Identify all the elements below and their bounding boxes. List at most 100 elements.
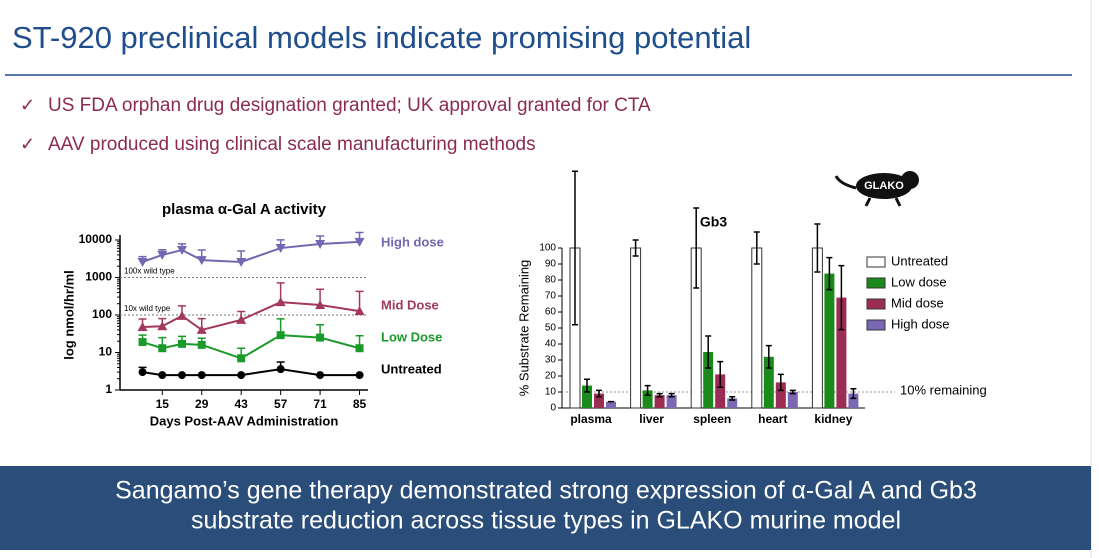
marker [137,257,148,267]
bar [606,401,616,408]
y-tick-label: 90 [545,259,557,270]
bar [594,393,604,408]
error-bar [777,373,784,392]
bar [848,393,859,408]
bar [654,395,665,408]
bar [703,352,714,408]
error-bar [850,388,857,400]
x-tick-label: 43 [235,397,249,411]
marker [236,257,247,267]
bar [642,390,653,408]
error-bar [705,335,712,369]
x-tick-label: 15 [156,397,170,411]
y-tick-label: 20 [545,371,557,382]
error-bar [656,392,663,398]
marker [275,244,286,254]
bar [836,297,847,408]
y-tick-label: 30 [545,355,557,366]
legend-label: Mid dose [891,295,944,310]
y-tick-label: 1000 [85,270,112,284]
reference-label: 10x wild type [124,304,171,313]
legend-label: Untreated [891,253,948,268]
y-tick-label: 0 [550,403,556,414]
y-tick-label: 70 [545,291,557,302]
error-bar [753,231,760,265]
series-line [142,301,360,332]
x-tick-label: 29 [195,397,209,411]
marker [197,371,206,380]
y-tick-label: 80 [545,275,557,286]
x-tick-label: heart [758,412,787,426]
x-tick-label: 85 [353,397,367,411]
y-axis-label: % Substrate Remaining [516,260,531,397]
y-tick-label: 40 [545,339,557,350]
y-tick-label: 60 [545,307,557,318]
marker [138,368,147,377]
marker [137,321,148,331]
error-bar [814,223,821,273]
marker [158,371,167,380]
bullet: US FDA orphan drug designation granted; … [48,95,651,116]
bar [751,247,763,409]
marker [197,340,206,349]
legend-swatch [866,298,886,310]
legend-label: High dose [891,316,950,331]
marker [138,338,147,347]
error-bar [584,378,590,393]
legend-swatch [866,256,886,268]
error-bar [826,256,833,291]
marker [177,310,187,320]
marker [158,344,167,353]
marker [157,250,168,260]
error-bar [693,207,700,289]
marker [237,371,246,380]
bar [727,398,738,408]
marker [276,331,285,340]
series-label: Low Dose [381,329,442,344]
marker [178,339,186,348]
series-line [142,368,360,377]
marker [236,314,247,324]
x-tick-label: plasma [570,412,612,426]
error-bar [717,360,724,388]
error-bar [789,389,796,395]
x-tick-label: 71 [313,397,327,411]
bar [824,273,835,408]
marker [316,333,325,342]
chart-title: plasma α-Gal A activity [162,201,327,218]
slide-title: ST-920 preclinical models indicate promi… [12,20,751,55]
error-bar [572,170,578,326]
marker [355,371,364,380]
series-label: High dose [381,234,444,249]
check: ✓ [20,134,35,154]
marker [315,240,326,250]
bar [763,356,774,408]
bar [787,392,798,408]
legend-swatch [866,319,886,331]
chart-title: Gb3 [700,214,727,230]
banner-text: substrate reduction across tissue types … [191,507,901,535]
series-line [142,240,360,263]
y-tick-label: 10000 [79,232,113,246]
series-label: Mid Dose [381,297,439,312]
banner [0,466,1091,550]
marker [354,237,365,247]
x-tick-label: 57 [274,397,288,411]
x-tick-label: liver [639,412,664,426]
y-axis-label: log nmol/hr/ml [61,270,76,360]
icon-label: GLAKO [864,180,904,192]
banner-text: Sangamo’s gene therapy demonstrated stro… [115,477,977,505]
bar [666,395,677,408]
y-tick-label: 10 [99,345,113,359]
marker [157,321,168,331]
x-axis-label: Days Post-AAV Administration [150,413,339,428]
marker [275,297,286,307]
bullet: AAV produced using clinical scale manufa… [48,134,536,155]
marker [237,354,246,363]
reference-label: 100x wild type [124,267,175,276]
marker [178,371,186,380]
marker [355,344,364,353]
error-bar [765,344,772,369]
